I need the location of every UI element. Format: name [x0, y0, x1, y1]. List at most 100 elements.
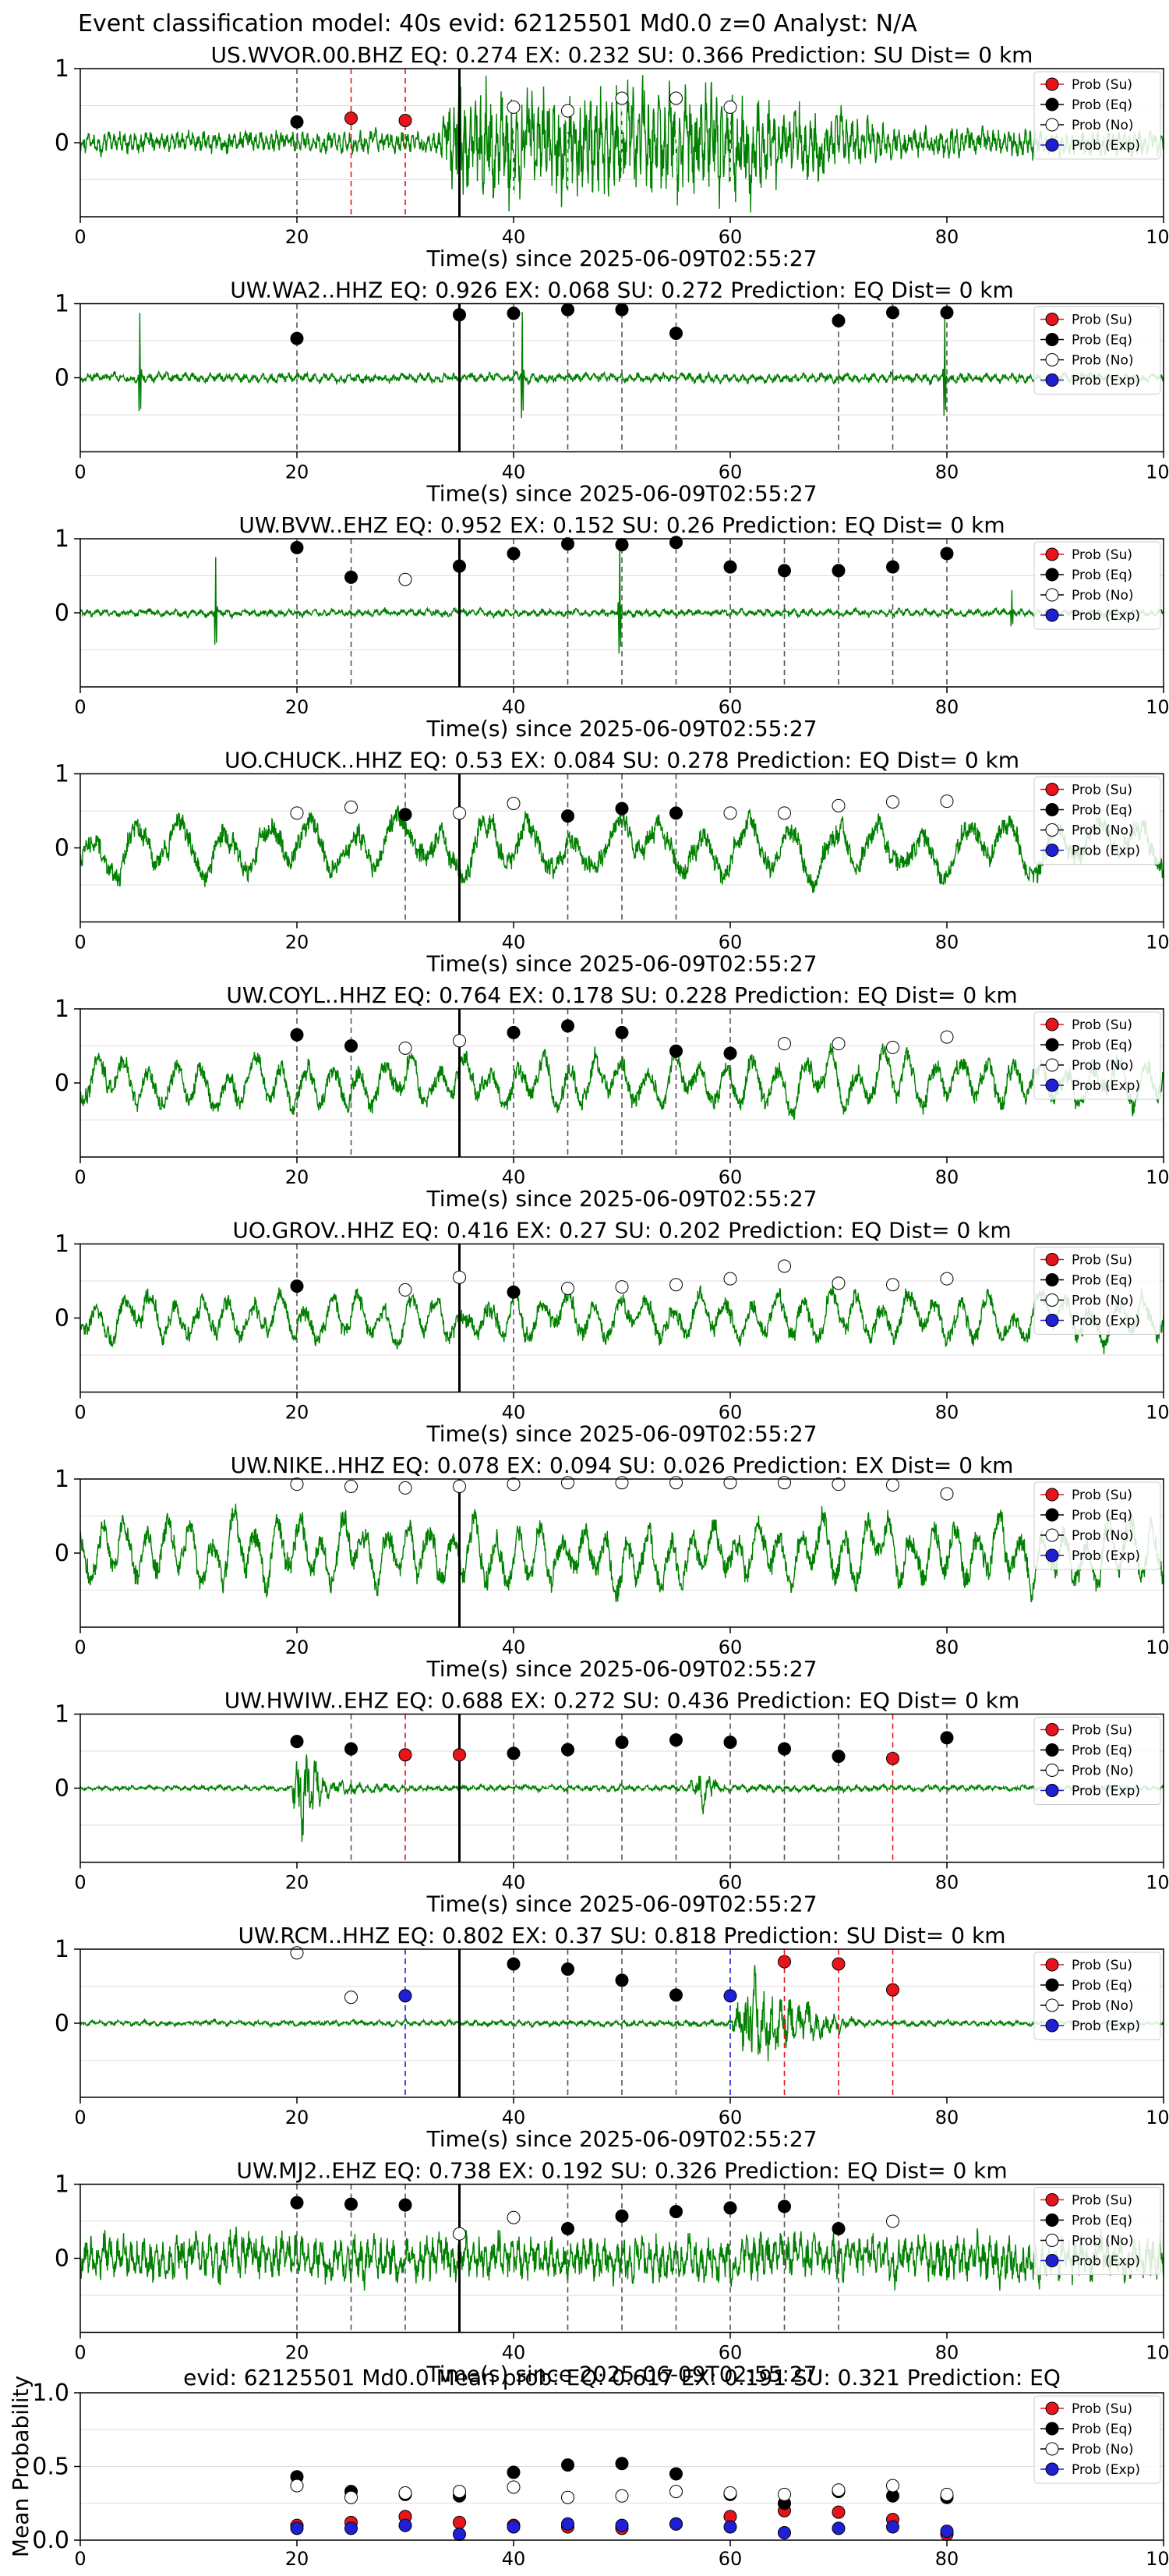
figure-title: Event classification model: 40s evid: 62… [78, 10, 917, 37]
panel-title: evid: 62125501 Md0.0 Mean prob: EQ: 0.61… [183, 2365, 1061, 2390]
prob-point [778, 1037, 791, 1051]
prob-point [507, 1746, 521, 1760]
prob-point [290, 1735, 304, 1749]
x-tick-label: 20 [285, 2107, 309, 2128]
legend-label: Prob (Eq) [1072, 2213, 1132, 2229]
mean-prob-point [290, 2521, 304, 2535]
x-tick-label: 60 [719, 226, 743, 248]
x-tick-label: 60 [719, 462, 743, 483]
mean-prob-point [615, 2489, 629, 2503]
mean-prob-point [669, 2517, 683, 2531]
legend-marker [1045, 1958, 1059, 1972]
prob-point [344, 1742, 358, 1756]
prob-point [507, 100, 521, 114]
chart-panel: evid: 62125501 Md0.0 Mean prob: EQ: 0.61… [8, 2365, 1169, 2570]
prob-point [669, 536, 683, 550]
y-tick-label: 1 [55, 1936, 69, 1963]
legend-label: Prob (Eq) [1072, 1743, 1132, 1759]
prob-point [669, 806, 683, 820]
x-tick-label: 60 [719, 932, 743, 954]
x-tick-label: 0 [74, 1402, 86, 1424]
x-tick-label: 60 [719, 1166, 743, 1188]
legend-frame [1033, 541, 1161, 630]
mean-prob-point [561, 2458, 574, 2472]
prob-point [669, 2205, 683, 2219]
prob-point [453, 806, 466, 820]
legend-marker [1045, 2462, 1059, 2476]
mean-prob-point [832, 2483, 846, 2497]
x-tick-label: 0 [74, 1872, 86, 1894]
y-tick-label: 1 [55, 996, 69, 1023]
panel-title: UW.HWIW..EHZ EQ: 0.688 EX: 0.272 SU: 0.4… [224, 1688, 1020, 1714]
x-tick-label: 20 [285, 1402, 309, 1424]
prob-point [290, 331, 304, 345]
prob-point [832, 798, 846, 812]
legend-frame [1033, 2187, 1161, 2275]
prob-point [723, 2201, 737, 2215]
legend-label: Prob (No) [1072, 118, 1134, 133]
legend-label: Prob (Su) [1072, 1017, 1132, 1033]
mean-prob-point [453, 2515, 466, 2529]
x-tick-label: 20 [285, 1166, 309, 1188]
prob-point [723, 100, 737, 114]
prob-point [615, 1025, 629, 1039]
prob-point [453, 308, 466, 322]
legend-marker [1045, 373, 1059, 387]
prob-point [344, 570, 358, 584]
mean-prob-point [723, 2520, 737, 2534]
legend-marker [1045, 2442, 1059, 2456]
legend-marker [1045, 1038, 1059, 1052]
y-tick-label: 1 [55, 761, 69, 788]
waveform-trace [79, 1285, 1164, 1354]
x-axis-label: Time(s) since 2025-06-09T02:55:27 [426, 951, 817, 977]
prob-point [561, 1476, 574, 1490]
prob-point [507, 1957, 521, 1971]
x-tick-label: 100 [1146, 932, 1169, 954]
prob-point [453, 1748, 466, 1762]
legend-marker [1045, 2193, 1059, 2206]
prob-point [940, 1272, 954, 1286]
prob-point [778, 564, 791, 578]
legend: Prob (Su) Prob (Eq) Prob (No) Prob (Exp) [1033, 1247, 1161, 1335]
legend-frame [1033, 1951, 1161, 2040]
legend-frame [1033, 777, 1161, 865]
prob-point [886, 1040, 899, 1054]
x-tick-label: 80 [935, 1402, 959, 1424]
legend-label: Prob (Exp) [1072, 844, 1140, 859]
legend-label: Prob (No) [1072, 823, 1134, 839]
x-tick-label: 80 [935, 2107, 959, 2128]
legend-marker [1045, 118, 1059, 132]
legend-marker [1045, 77, 1059, 91]
prob-point [344, 2197, 358, 2211]
legend: Prob (Su) Prob (Eq) Prob (No) Prob (Exp) [1033, 306, 1161, 395]
mean-prob-point [507, 2465, 521, 2479]
prob-point [507, 1477, 521, 1491]
legend: Prob (Su) Prob (Eq) Prob (No) Prob (Exp) [1033, 71, 1161, 160]
prob-point [344, 800, 358, 814]
mean-prob-point [453, 2527, 466, 2541]
panel-title: UW.COYL..HHZ EQ: 0.764 EX: 0.178 SU: 0.2… [226, 982, 1017, 1008]
prob-point [778, 1259, 791, 1273]
x-tick-label: 100 [1146, 1166, 1169, 1188]
legend-marker [1045, 568, 1059, 582]
x-tick-label: 80 [935, 1166, 959, 1188]
mean-prob-point [723, 2486, 737, 2500]
prob-point [453, 1480, 466, 1493]
prob-point [886, 306, 899, 320]
prob-point [344, 1039, 358, 1053]
x-tick-label: 40 [502, 1872, 526, 1894]
panel-title: UW.BVW..EHZ EQ: 0.952 EX: 0.152 SU: 0.26… [238, 512, 1005, 538]
x-tick-label: 100 [1146, 1637, 1169, 1658]
x-tick-label: 60 [719, 1402, 743, 1424]
prob-point [507, 306, 521, 320]
prob-point [778, 1955, 791, 1969]
prob-point [669, 1278, 683, 1292]
prob-point [561, 1282, 574, 1295]
x-tick-label: 0 [74, 1166, 86, 1188]
prob-point [940, 547, 954, 561]
legend-label: Prob (Su) [1072, 783, 1132, 798]
prob-point [453, 559, 466, 573]
x-tick-label: 40 [502, 2548, 526, 2570]
legend-marker [1045, 1998, 1059, 2012]
x-tick-label: 100 [1146, 226, 1169, 248]
